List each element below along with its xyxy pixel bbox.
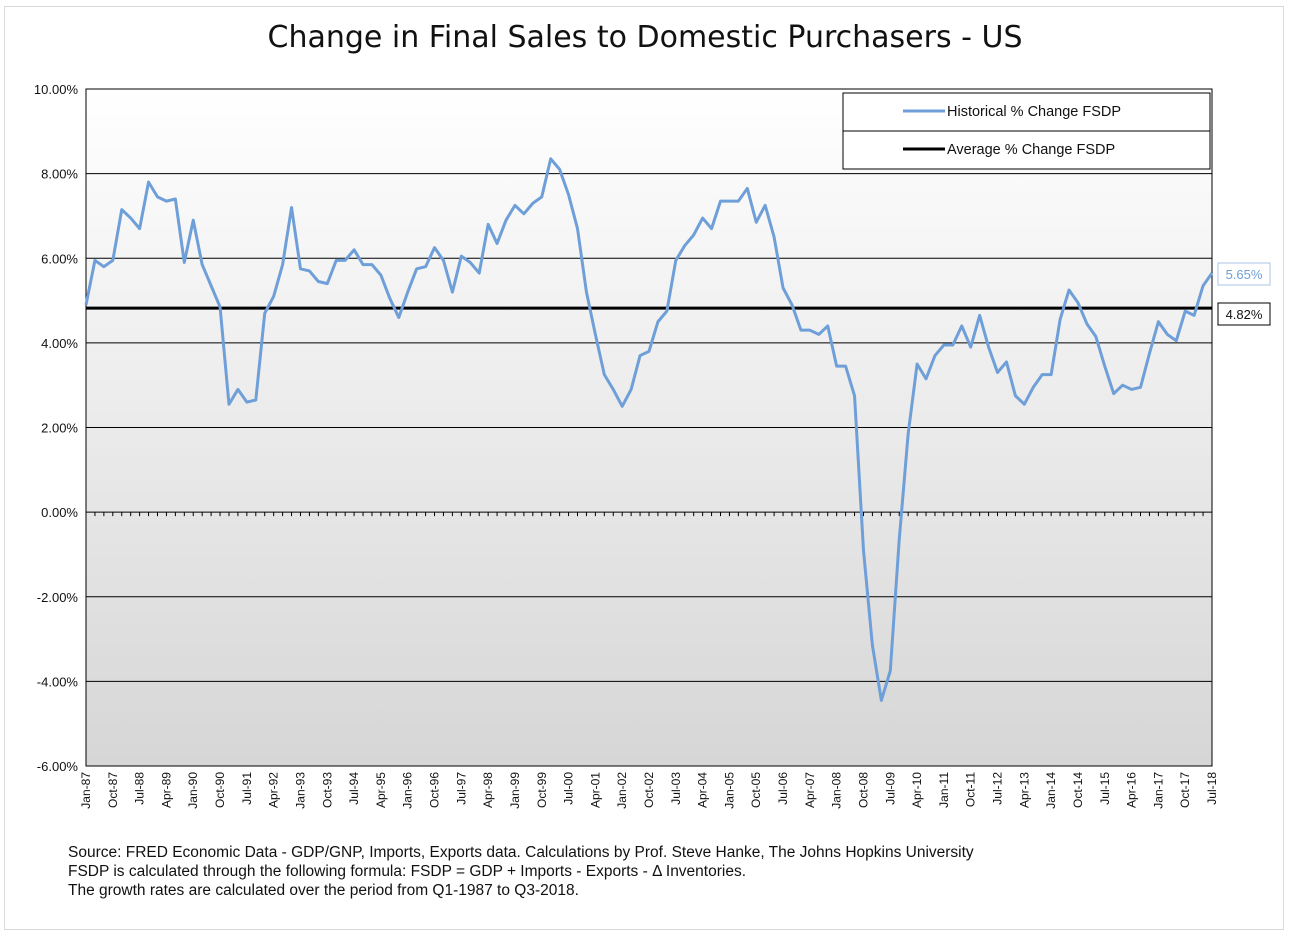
x-tick-label: Apr-04 (696, 772, 710, 808)
chart-title: Change in Final Sales to Domestic Purcha… (267, 20, 1023, 55)
x-tick-label: Jan-96 (401, 772, 415, 809)
x-tick-label: Jul-97 (454, 772, 468, 805)
footnote-formula: FSDP is calculated through the following… (68, 863, 747, 880)
average-value-box (1217, 302, 1271, 326)
x-tick-label: Oct-05 (749, 772, 763, 808)
x-tick-label: Apr-92 (267, 772, 281, 808)
x-tick-label: Jan-17 (1151, 772, 1165, 809)
y-tick-label: 6.00% (41, 251, 78, 266)
y-tick-label: 0.00% (41, 505, 78, 520)
x-tick-label: Jan-08 (830, 772, 844, 809)
x-tick-label: Jan-05 (722, 772, 736, 809)
x-tick-label: Oct-90 (213, 772, 227, 808)
x-tick-label: Oct-96 (428, 772, 442, 808)
x-tick-label: Jan-93 (293, 772, 307, 809)
x-tick-label: Oct-08 (856, 772, 870, 808)
x-tick-label: Apr-89 (159, 772, 173, 808)
footnote-period: The growth rates are calculated over the… (68, 882, 579, 899)
x-tick-label: Apr-16 (1125, 772, 1139, 808)
x-tick-label: Jan-90 (186, 772, 200, 809)
y-tick-label: 4.00% (41, 336, 78, 351)
legend-label-average: Average % Change FSDP (947, 142, 1115, 158)
x-tick-label: Oct-93 (320, 772, 334, 808)
x-tick-label: Jan-87 (79, 772, 93, 809)
y-tick-label: 8.00% (41, 167, 78, 182)
x-tick-label: Oct-02 (642, 772, 656, 808)
x-tick-label: Oct-17 (1178, 772, 1192, 808)
x-tick-label: Jul-88 (133, 772, 147, 805)
x-tick-label: Jul-00 (562, 772, 576, 805)
x-tick-label: Jan-99 (508, 772, 522, 809)
x-tick-label: Apr-10 (910, 772, 924, 808)
legend-label-historical: Historical % Change FSDP (947, 104, 1121, 120)
x-tick-label: Jul-09 (883, 772, 897, 805)
x-tick-label: Oct-99 (535, 772, 549, 808)
x-tick-label: Apr-07 (803, 772, 817, 808)
x-tick-label: Jan-14 (1044, 772, 1058, 809)
x-tick-label: Jan-11 (937, 772, 951, 808)
x-tick-label: Oct-14 (1071, 772, 1085, 808)
historical-series-line (84, 157, 1214, 702)
x-tick-label: Oct-11 (964, 772, 978, 807)
y-tick-label: 2.00% (41, 421, 78, 436)
x-tick-label: Jul-18 (1205, 772, 1219, 805)
footnote: Source: FRED Economic Data - GDP/GNP, Im… (68, 843, 974, 900)
x-tick-label: Jul-91 (240, 772, 254, 805)
x-tick-label: Apr-13 (1017, 772, 1031, 808)
x-tick-label: Jul-06 (776, 772, 790, 805)
y-tick-label: -2.00% (37, 590, 79, 605)
last-value-label: 5.65% (1226, 267, 1263, 282)
average-value-label: 4.82% (1226, 307, 1263, 322)
footnote-source: Source: FRED Economic Data - GDP/GNP, Im… (68, 844, 974, 861)
x-tick-label: Oct-87 (106, 772, 120, 808)
x-tick-label: Jul-94 (347, 772, 361, 805)
x-tick-label: Jul-12 (991, 772, 1005, 805)
x-tick-label: Apr-01 (588, 772, 602, 808)
y-tick-label: 10.00% (34, 82, 79, 97)
y-tick-label: -6.00% (37, 759, 79, 774)
y-tick-label: -4.00% (37, 674, 79, 689)
x-tick-label: Apr-95 (374, 772, 388, 808)
x-tick-label: Jul-03 (669, 772, 683, 805)
x-tick-label: Jan-02 (615, 772, 629, 809)
last-value-box (1217, 262, 1271, 286)
x-tick-label: Jul-15 (1098, 772, 1112, 805)
x-tick-label: Apr-98 (481, 772, 495, 808)
